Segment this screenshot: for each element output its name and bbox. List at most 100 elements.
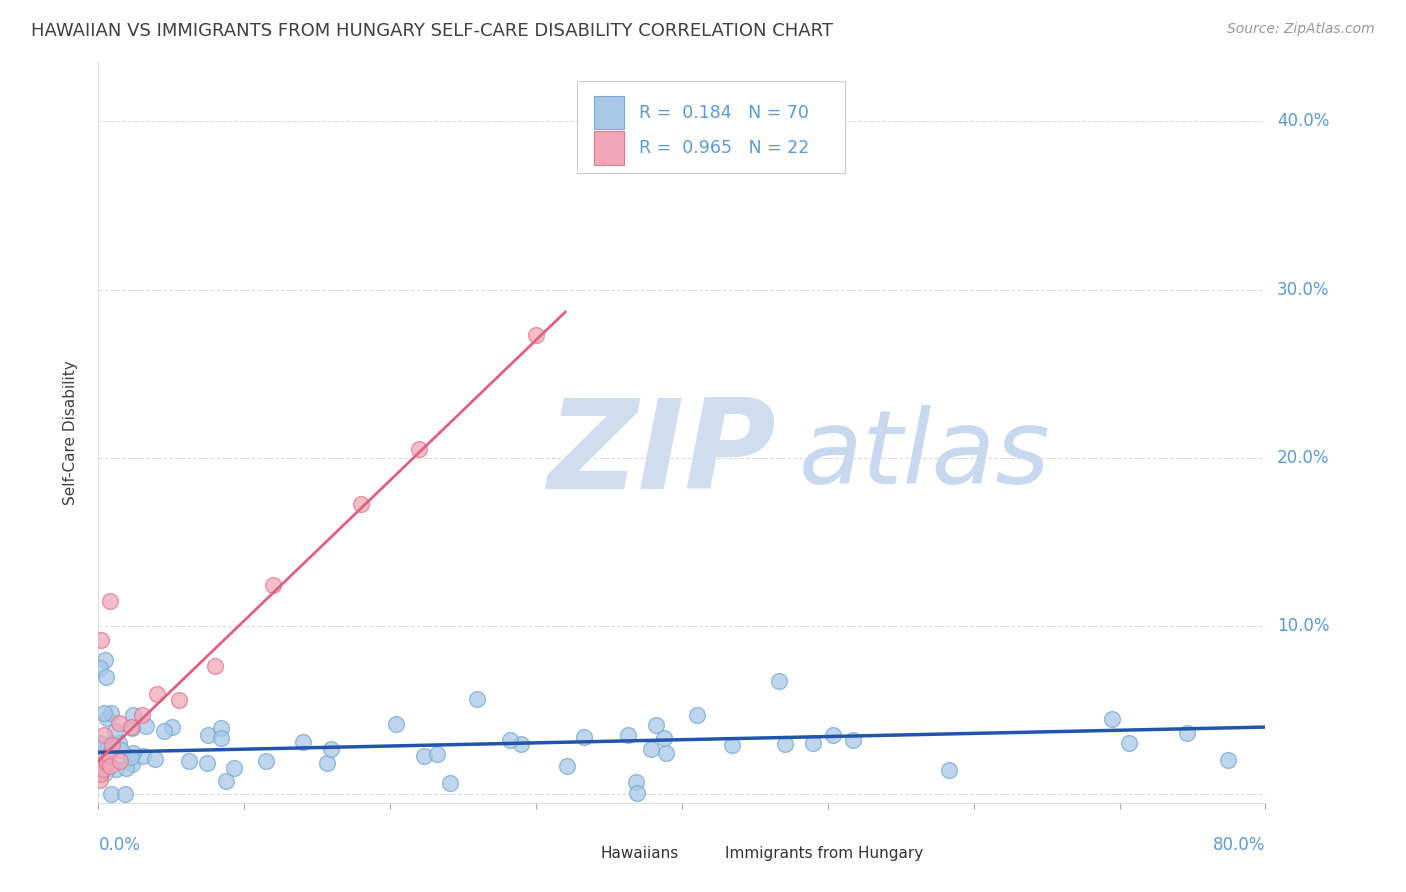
Point bbox=[122, 746, 145, 760]
Point bbox=[146, 687, 169, 701]
Point bbox=[121, 756, 143, 771]
Point bbox=[132, 749, 155, 764]
Point bbox=[385, 716, 408, 731]
Point bbox=[197, 728, 219, 742]
Point bbox=[90, 737, 112, 751]
Text: 10.0%: 10.0% bbox=[1277, 617, 1330, 635]
Point bbox=[97, 747, 120, 762]
Point bbox=[821, 727, 844, 741]
Point bbox=[319, 742, 342, 756]
Bar bbox=[571, 841, 592, 867]
Point bbox=[426, 747, 449, 761]
Point bbox=[114, 788, 136, 802]
Point bbox=[209, 731, 232, 745]
Point bbox=[801, 736, 824, 750]
Point bbox=[91, 762, 114, 776]
Point bbox=[114, 761, 136, 775]
Point bbox=[842, 733, 865, 747]
Point bbox=[640, 741, 662, 756]
Point bbox=[215, 773, 238, 788]
Point bbox=[110, 743, 132, 757]
Text: 40.0%: 40.0% bbox=[1277, 112, 1330, 130]
Point bbox=[572, 731, 595, 745]
Point bbox=[89, 773, 111, 788]
Point bbox=[509, 737, 531, 751]
Text: atlas: atlas bbox=[799, 405, 1050, 505]
Point bbox=[204, 659, 226, 673]
Point bbox=[96, 711, 118, 725]
Point bbox=[195, 756, 218, 771]
Text: R =  0.965   N = 22: R = 0.965 N = 22 bbox=[638, 138, 808, 157]
Text: 0.0%: 0.0% bbox=[98, 836, 141, 855]
Point bbox=[93, 728, 115, 742]
Point bbox=[938, 763, 960, 777]
Point bbox=[626, 786, 648, 800]
Point bbox=[617, 728, 640, 742]
Point bbox=[167, 693, 190, 707]
Point bbox=[524, 328, 547, 343]
Text: 20.0%: 20.0% bbox=[1277, 449, 1330, 467]
Text: Immigrants from Hungary: Immigrants from Hungary bbox=[725, 847, 924, 862]
Point bbox=[624, 774, 647, 789]
Text: HAWAIIAN VS IMMIGRANTS FROM HUNGARY SELF-CARE DISABILITY CORRELATION CHART: HAWAIIAN VS IMMIGRANTS FROM HUNGARY SELF… bbox=[31, 22, 832, 40]
Point bbox=[94, 747, 117, 761]
Point bbox=[1101, 712, 1123, 726]
Y-axis label: Self-Care Disability: Self-Care Disability bbox=[63, 360, 77, 505]
Point bbox=[121, 707, 143, 722]
Point bbox=[108, 715, 131, 730]
Point bbox=[108, 736, 131, 750]
Point bbox=[135, 718, 157, 732]
Text: ZIP: ZIP bbox=[548, 394, 776, 516]
Point bbox=[89, 736, 111, 750]
Point bbox=[93, 653, 115, 667]
Point bbox=[98, 759, 121, 773]
Bar bbox=[595, 131, 624, 165]
Point bbox=[315, 756, 337, 770]
FancyBboxPatch shape bbox=[576, 81, 845, 173]
Point bbox=[292, 735, 315, 749]
Point bbox=[104, 724, 127, 739]
Point bbox=[120, 750, 142, 764]
Point bbox=[121, 722, 143, 736]
Point bbox=[131, 708, 153, 723]
Point bbox=[100, 706, 122, 721]
Point bbox=[465, 692, 488, 706]
Point bbox=[90, 632, 112, 647]
Point bbox=[89, 661, 111, 675]
Point bbox=[498, 733, 520, 747]
Point bbox=[93, 706, 115, 720]
Point bbox=[1175, 726, 1198, 740]
Point bbox=[96, 756, 118, 770]
Point bbox=[655, 746, 678, 760]
Point bbox=[177, 754, 200, 768]
Point bbox=[90, 765, 112, 780]
Point bbox=[408, 442, 430, 456]
Text: 30.0%: 30.0% bbox=[1277, 281, 1330, 299]
Point bbox=[686, 708, 709, 723]
Point bbox=[222, 761, 245, 775]
Point bbox=[644, 717, 666, 731]
Point bbox=[94, 670, 117, 684]
Point bbox=[350, 497, 373, 511]
Point bbox=[413, 749, 436, 764]
Point bbox=[152, 723, 174, 738]
Point bbox=[721, 739, 744, 753]
Point bbox=[254, 754, 277, 768]
Point bbox=[94, 758, 117, 772]
Bar bbox=[595, 95, 624, 129]
Point bbox=[143, 752, 166, 766]
Text: R =  0.184   N = 70: R = 0.184 N = 70 bbox=[638, 103, 808, 122]
Text: Hawaiians: Hawaiians bbox=[600, 847, 679, 862]
Point bbox=[439, 776, 461, 790]
Point bbox=[100, 738, 122, 752]
Point bbox=[209, 721, 232, 735]
Text: Source: ZipAtlas.com: Source: ZipAtlas.com bbox=[1227, 22, 1375, 37]
Point bbox=[89, 751, 111, 765]
Point bbox=[89, 766, 111, 780]
Point bbox=[104, 762, 127, 776]
Point bbox=[262, 578, 284, 592]
Point bbox=[100, 736, 122, 750]
Point bbox=[768, 673, 790, 688]
Point bbox=[98, 594, 121, 608]
Point bbox=[100, 788, 122, 802]
